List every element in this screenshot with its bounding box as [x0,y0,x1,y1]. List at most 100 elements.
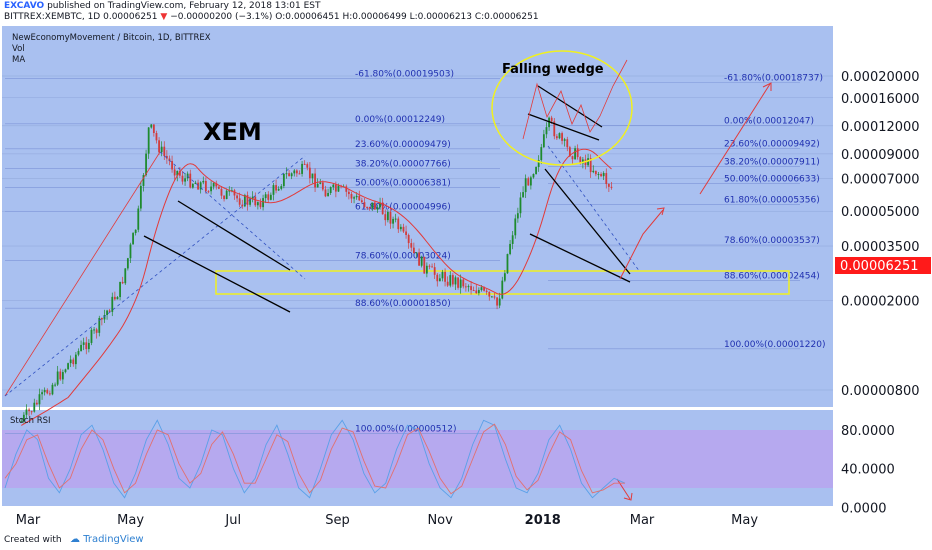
candle-body [314,173,316,188]
candle-body [259,202,262,208]
ma-legend[interactable]: MA [12,55,25,65]
candle-body [35,402,38,405]
tradingview-logo[interactable]: ☁ TradingView [70,534,144,545]
stoch-axis[interactable]: 80.0000 40.0000 0.0000 [841,424,895,516]
candle-body [98,317,101,333]
candle-body [358,195,361,201]
candle-body [558,133,561,139]
candle-body [64,369,67,373]
candle-body [217,186,220,189]
candle-body [269,194,272,200]
candle-body [137,208,140,230]
last-price: 0.00006251 [103,12,158,22]
candle-body [524,178,527,193]
candle-body [90,329,93,343]
chart-legend-title: NewEconomyMovement / Bitcoin, 1D, BITTRE… [12,33,211,43]
candle-body [67,363,69,370]
candle-body [480,287,483,291]
candle-body [181,175,184,182]
candle-body [566,139,569,148]
candle-body [529,177,532,186]
candle-body [254,196,257,206]
candle-body [129,244,132,259]
candle-body [532,174,535,178]
candle-body [22,414,25,422]
price-tick-label: 0.00012000 [841,120,920,135]
candle-body [472,290,475,292]
candle-body [194,182,197,184]
candle-body [246,195,249,205]
wedge-example-circle [491,50,633,166]
candle-body [80,344,82,351]
candle-body [295,170,298,174]
fib-level-label-right: 23.60%(0.00009492) [724,140,820,150]
price-tick-label: 0.00020000 [841,70,920,85]
candle-body [288,173,290,177]
time-axis[interactable]: Mar May Jul Sep Nov 2018 Mar May [16,513,759,528]
candle-body [223,195,225,200]
candle-body [119,281,121,298]
candle-body [113,296,116,300]
candle-body [111,296,114,312]
candle-body [597,174,600,176]
candle-body [345,186,348,192]
candle-body [134,229,137,234]
candle-body [451,275,454,285]
candle-body [150,124,153,128]
candle-body [347,191,350,195]
candle-body [446,281,449,286]
candle-body [256,202,259,206]
price-tick-label: 0.00007000 [841,172,920,187]
candle-body [191,183,194,188]
current-price-tag [835,257,931,274]
volume-legend[interactable]: Vol [12,44,25,54]
candle-body [441,271,444,279]
candle-body [563,139,566,141]
candle-body [600,174,602,177]
candle-body [384,214,387,221]
fib-level-label-left: -61.80%(0.00019503) [355,69,454,79]
price-pane[interactable] [2,26,833,407]
candle-body [160,146,163,153]
candle-body [251,196,254,199]
candle-body [152,124,155,133]
candle-body [428,265,431,267]
publish-info: published on TradingView.com, February 1… [47,1,321,11]
stoch-rsi-line [4,419,626,499]
candle-body [212,183,215,187]
time-tick-label: Mar [16,513,41,528]
candle-body [381,202,384,215]
candle-body [103,314,106,320]
fib-level-label-left: 88.60%(0.00001850) [355,299,451,309]
candle-body [366,206,368,208]
candle-body [282,173,285,187]
candle-body [436,274,439,282]
publish-line: EXCAVO published on TradingView.com, Feb… [4,1,321,12]
candle-body [74,354,77,365]
wedge-upper-line [177,200,291,271]
author-name[interactable]: EXCAVO [4,1,45,11]
wedge-lower-line [143,235,291,313]
stoch-tick-label: 80.0000 [841,424,895,439]
candle-body [444,271,446,282]
candle-body [438,278,441,282]
price-chart[interactable]: -61.80%(0.00019503) 0.00%(0.00012249) 23.6… [0,24,932,530]
price-tick-label: 0.00005000 [841,205,920,220]
candle-body [220,188,223,196]
candle-body [412,247,415,254]
candle-body [509,243,511,255]
time-tick-label: May [731,513,758,528]
fib-levels: -61.80%(0.00019503) 0.00%(0.00012249) 23.6… [5,69,825,435]
candle-body [420,256,423,266]
candle-body [415,252,418,254]
symbol-label: BITTREX:XEMBTC, 1D [4,12,101,22]
candle-body [124,268,127,284]
arrow-head-icon [656,207,665,216]
candle-body [48,393,51,395]
candle-body [264,194,267,199]
stoch-rsi-title: Stoch RSI [10,416,51,426]
candle-body [433,267,436,275]
annotation-xem: XEM [203,118,262,146]
candle-body [423,256,426,274]
price-axis[interactable]: 0.00020000 0.00016000 0.00012000 0.00009000… [841,70,920,399]
